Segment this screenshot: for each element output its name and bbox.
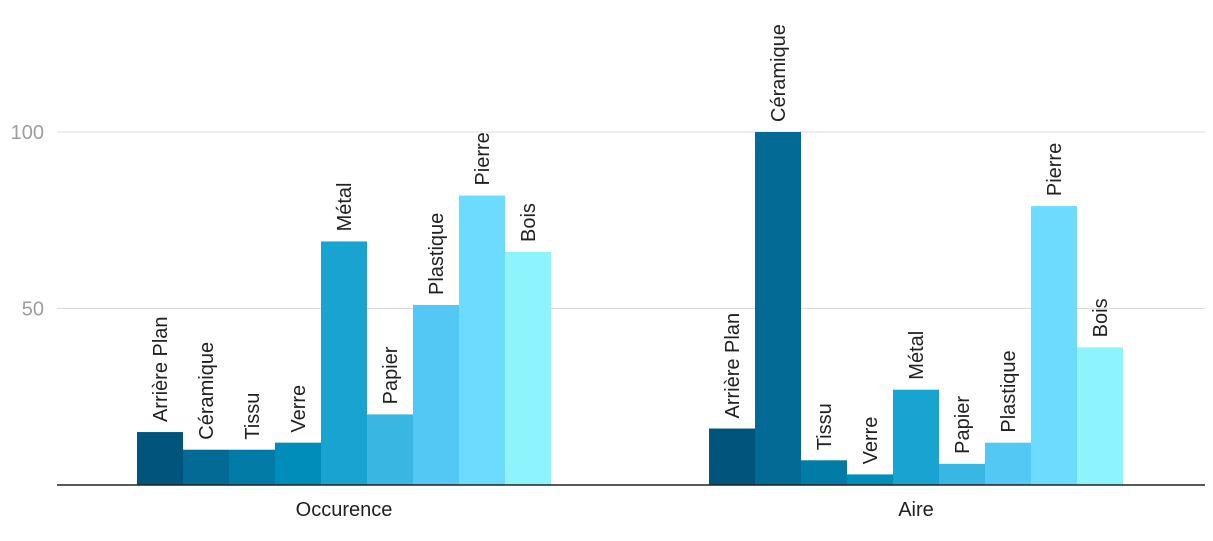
bar-label: Plastique bbox=[426, 213, 448, 295]
bar-labels: Arrière Plan Céramique Tissu Verre Métal Papi… bbox=[150, 24, 1112, 464]
bar-label: Arrière Plan bbox=[722, 313, 744, 419]
bar bbox=[321, 241, 367, 485]
x-category-label: Occurence bbox=[296, 499, 393, 521]
bar bbox=[413, 304, 459, 485]
bars bbox=[137, 132, 1123, 486]
bar bbox=[275, 442, 321, 485]
bar bbox=[1077, 347, 1123, 485]
bar-label: Verre bbox=[860, 417, 882, 465]
bar bbox=[893, 389, 939, 485]
bar bbox=[801, 460, 847, 485]
bar-label: Tissu bbox=[814, 403, 836, 450]
bar bbox=[137, 432, 183, 485]
bar-label: Verre bbox=[288, 385, 310, 433]
bar-label: Bois bbox=[518, 203, 540, 242]
bar-label: Papier bbox=[952, 396, 974, 454]
bar-label: Pierre bbox=[1044, 143, 1066, 196]
y-tick-label: 100 bbox=[11, 122, 44, 144]
bar bbox=[985, 442, 1031, 485]
bar-label: Métal bbox=[334, 183, 356, 232]
bar-label: Arrière Plan bbox=[150, 316, 172, 422]
y-axis-ticks: 50 100 bbox=[11, 122, 44, 321]
bar bbox=[505, 252, 551, 485]
bar-label: Plastique bbox=[998, 350, 1020, 432]
x-category-label: Aire bbox=[898, 499, 934, 521]
bar bbox=[939, 463, 985, 485]
bar-label: Céramique bbox=[768, 24, 790, 122]
bar-label: Papier bbox=[380, 346, 402, 404]
bar bbox=[459, 195, 505, 486]
bar bbox=[367, 414, 413, 485]
bar-label: Métal bbox=[906, 331, 928, 380]
grid-lines bbox=[57, 131, 1205, 309]
bar bbox=[229, 449, 275, 485]
bar bbox=[755, 132, 801, 485]
bar bbox=[709, 428, 755, 485]
bar-label: Céramique bbox=[196, 342, 218, 440]
bar bbox=[1031, 206, 1077, 485]
bar bbox=[847, 474, 893, 485]
bar-label: Pierre bbox=[472, 132, 494, 185]
y-tick-label: 50 bbox=[22, 299, 44, 321]
bar bbox=[183, 449, 229, 485]
bar-label: Tissu bbox=[242, 393, 264, 440]
x-axis-categories: Occurence Aire bbox=[296, 499, 934, 521]
bar-label: Bois bbox=[1090, 298, 1112, 337]
